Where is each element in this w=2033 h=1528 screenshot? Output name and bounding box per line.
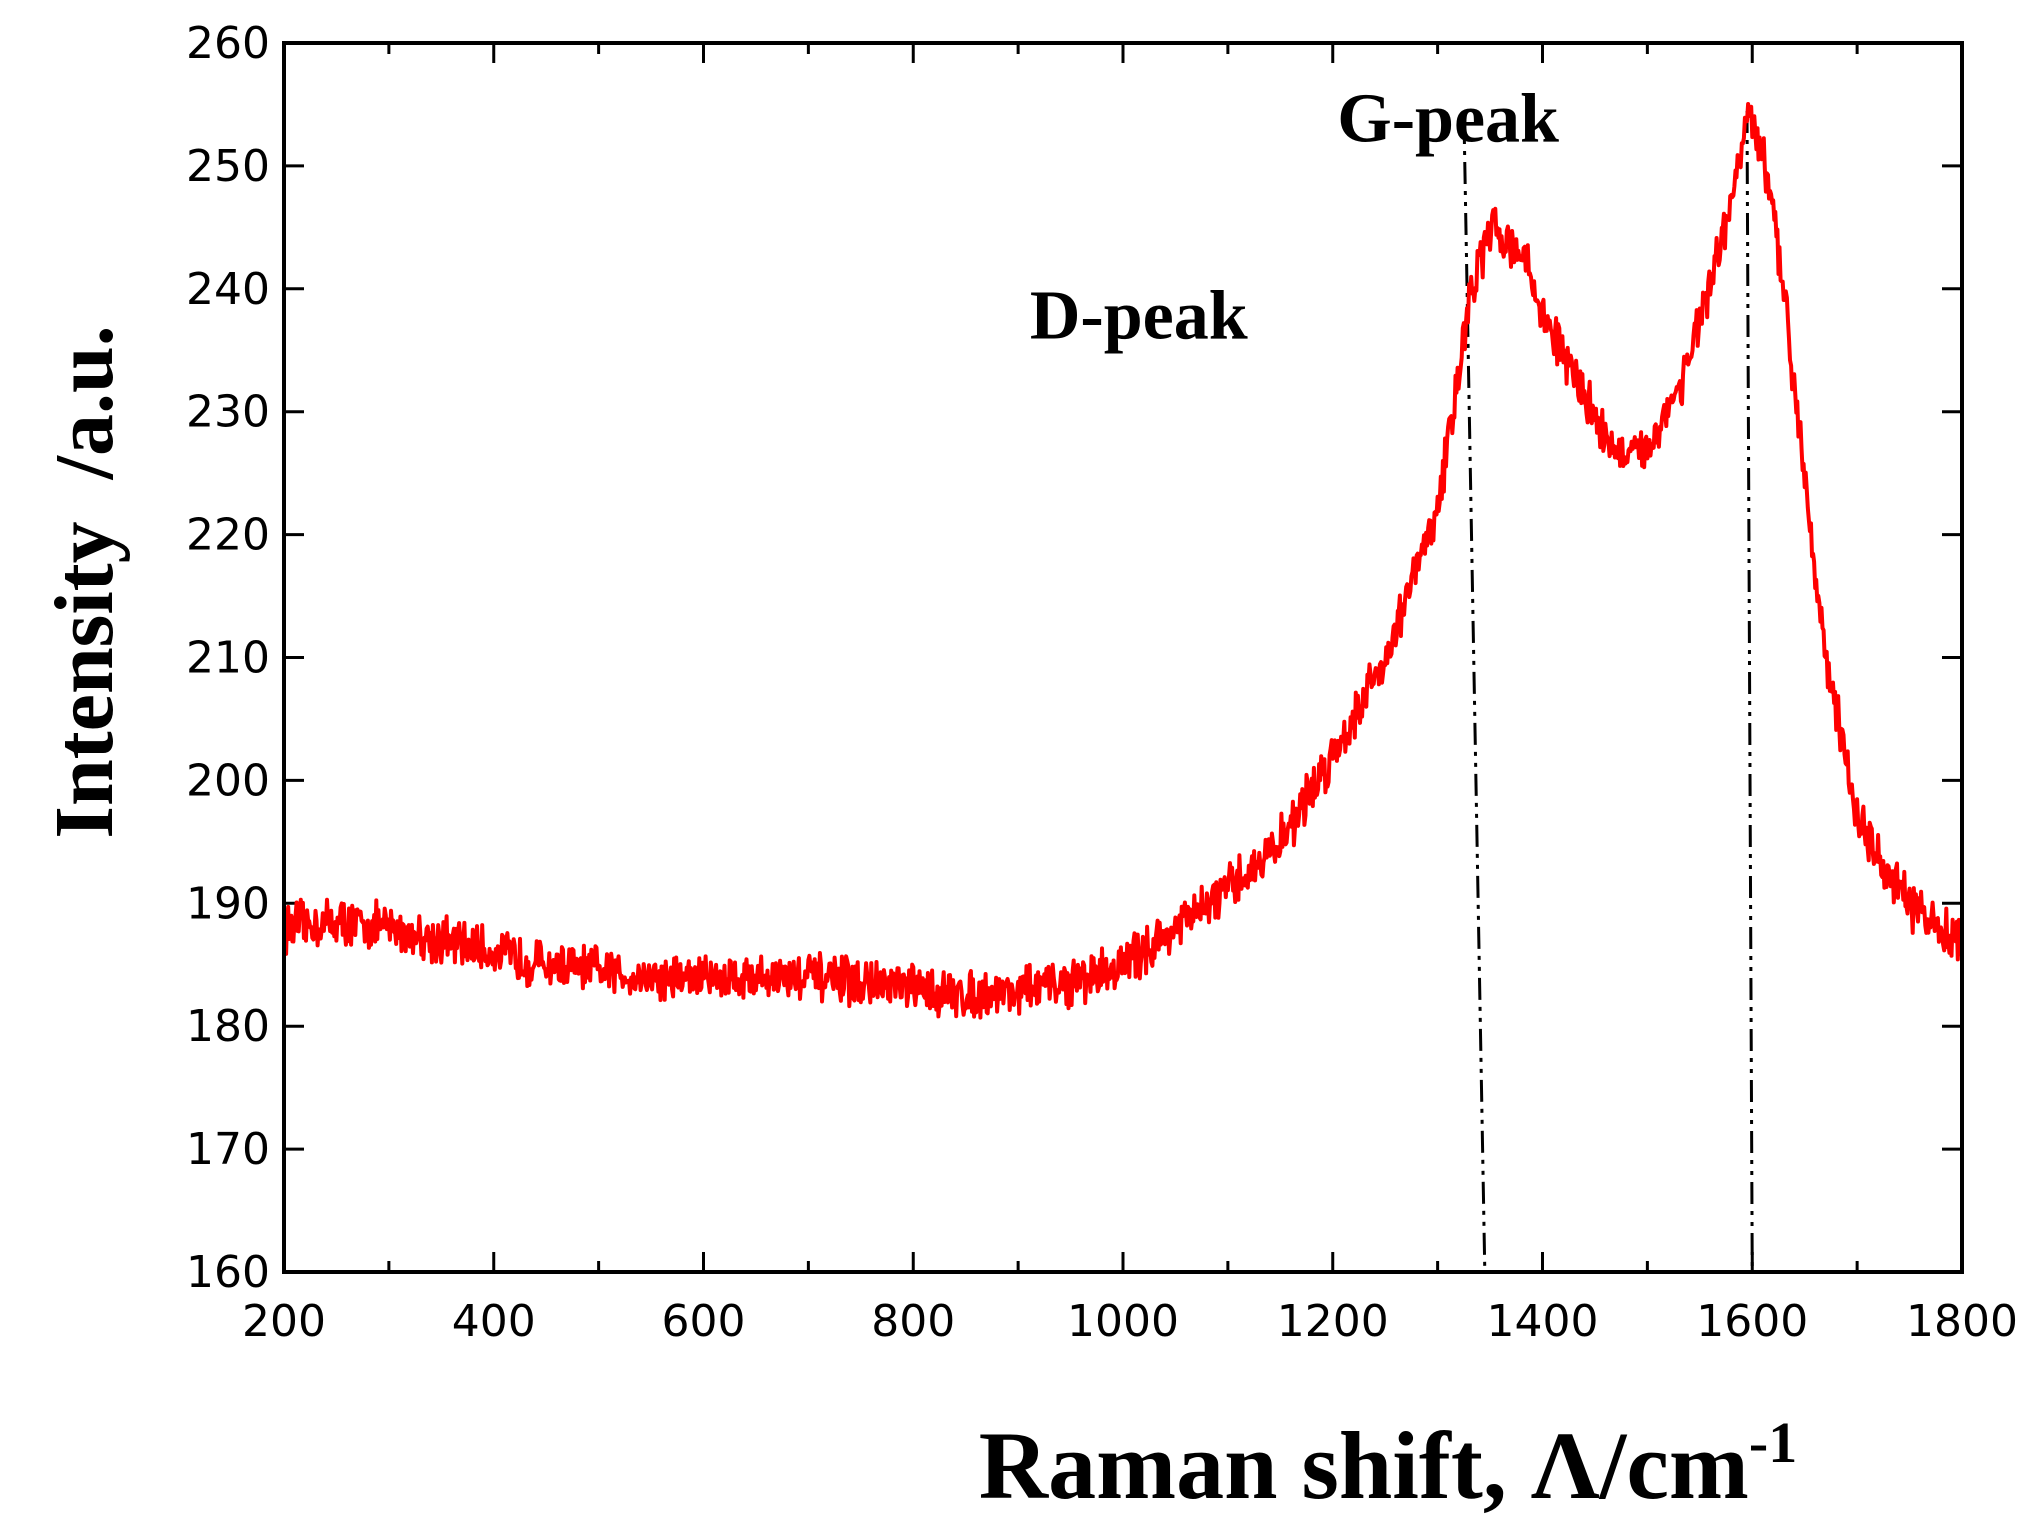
peak-annotation: G-peak: [1337, 81, 1559, 158]
x-axis-title: Raman shift, Λ/cm-1: [979, 1410, 1797, 1519]
y-tick-label: 180: [186, 1001, 270, 1052]
spectrum-line: [282, 102, 1964, 1020]
peak-annotation: D-peak: [1030, 277, 1248, 354]
x-tick-label: 400: [452, 1296, 536, 1347]
plot-frame: [282, 41, 1964, 1274]
y-tick-label: 210: [186, 633, 270, 684]
y-tick-marks: [284, 41, 1962, 1274]
y-axis-title: Intensity /a.u.: [38, 325, 131, 838]
y-tick-label: 200: [186, 755, 270, 806]
y-tick-labels: 160 170 180 190 200 210 220 230 240 250 260: [186, 18, 270, 1298]
peak-reference-line: [1745, 110, 1754, 1273]
x-tick-label: 1000: [1067, 1296, 1179, 1347]
y-tick-label: 170: [186, 1124, 270, 1175]
x-tick-label: 800: [871, 1296, 955, 1347]
x-tick-marks: [282, 43, 1964, 1272]
y-tick-label: 260: [186, 18, 270, 69]
y-tick-label: 160: [186, 1247, 270, 1298]
x-tick-label: 1800: [1906, 1296, 2018, 1347]
x-tick-label: 200: [242, 1296, 326, 1347]
data-series: [282, 102, 1964, 1020]
peak-reference-line: [1462, 110, 1487, 1273]
x-axis-title-main: Raman shift, Λ/cm: [979, 1412, 1749, 1519]
y-tick-label: 240: [186, 264, 270, 315]
x-tick-labels: 200 400 600 800 1000 1200 1400 1600 1800: [242, 1296, 2018, 1347]
y-tick-label: 220: [186, 510, 270, 561]
peak-annotations: G-peak D-peak: [1030, 81, 1559, 355]
y-tick-label: 190: [186, 878, 270, 929]
x-axis-title-superscript: -1: [1749, 1410, 1797, 1475]
x-tick-label: 1400: [1487, 1296, 1599, 1347]
x-tick-label: 1600: [1696, 1296, 1808, 1347]
y-tick-label: 230: [186, 387, 270, 438]
x-tick-label: 1200: [1277, 1296, 1389, 1347]
y-tick-label: 250: [186, 141, 270, 192]
x-tick-label: 600: [662, 1296, 746, 1347]
